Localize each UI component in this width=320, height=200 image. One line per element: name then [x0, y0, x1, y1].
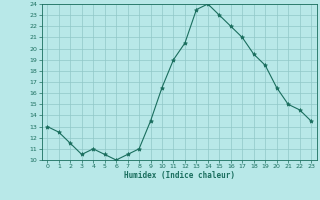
X-axis label: Humidex (Indice chaleur): Humidex (Indice chaleur): [124, 171, 235, 180]
